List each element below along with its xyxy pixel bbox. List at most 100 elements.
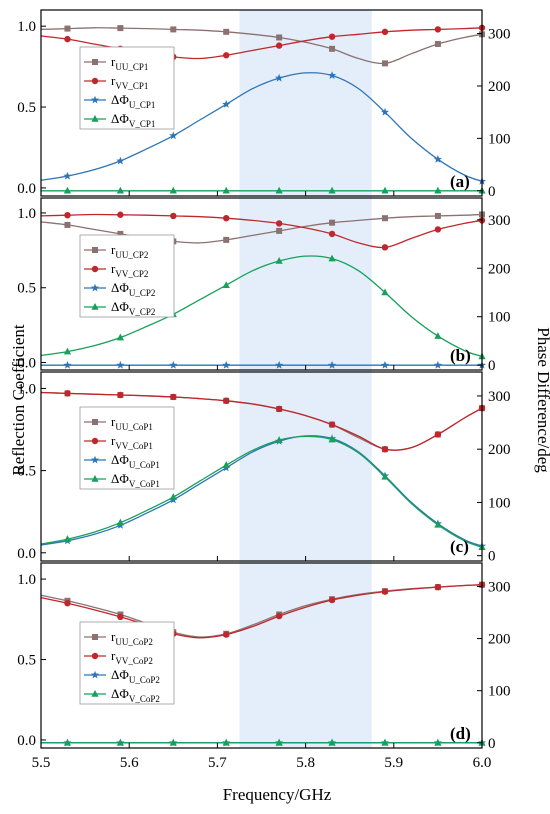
y-left-tick-label: 0.5	[17, 653, 36, 669]
y-right-tick-label: 200	[488, 79, 511, 95]
data-point	[222, 281, 230, 289]
series-line	[40, 72, 483, 182]
highlight-band	[239, 10, 372, 748]
data-point	[116, 156, 125, 165]
panel-frame	[40, 562, 483, 749]
y-right-tick-label: 300	[488, 389, 511, 405]
legend-label: ΔΦU_CoP2	[111, 667, 160, 685]
y-right-tick-label: 100	[488, 131, 511, 147]
y-axis-left-title: Reflection Coefficient	[9, 324, 28, 475]
y-left-tick-label: 1.0	[17, 206, 36, 222]
data-point	[170, 26, 177, 33]
x-tick-label: 5.5	[32, 755, 51, 771]
data-point	[64, 212, 71, 219]
legend-item: rVV_CoP2	[84, 648, 153, 666]
legend-label: ΔΦU_CP1	[111, 92, 155, 110]
data-point	[381, 60, 388, 67]
legend-item: ΔΦU_CP1	[84, 92, 155, 110]
legend-label: rVV_CP1	[111, 73, 148, 91]
data-point	[381, 472, 389, 480]
legend-label: ΔΦV_CoP2	[111, 686, 160, 704]
data-point	[63, 186, 72, 194]
data-point	[64, 390, 71, 397]
data-point	[328, 596, 336, 604]
legend-item: rVV_CP1	[84, 73, 148, 91]
y-right-tick-label: 300	[488, 27, 511, 43]
panel-4: 0.00.51.00100200300rUU_CoP2rVV_CoP2ΔΦU_C…	[17, 562, 511, 752]
y-left-tick-label: 0.5	[17, 100, 36, 116]
data-point	[434, 40, 441, 47]
data-point	[380, 107, 390, 116]
legend-item: rVV_CoP1	[84, 433, 153, 451]
data-point	[64, 25, 71, 32]
legend-label-base: r	[111, 54, 116, 69]
data-point	[63, 171, 72, 180]
data-point	[381, 28, 389, 36]
legend-label: rVV_CP2	[111, 261, 148, 279]
x-tick-label: 5.7	[208, 755, 227, 771]
data-point	[116, 186, 124, 194]
legend-swatch-marker	[91, 652, 99, 660]
data-point	[275, 42, 283, 49]
legend-item: ΔΦU_CP2	[84, 280, 155, 298]
legend-label: ΔΦU_CP2	[111, 280, 155, 298]
series-phiV	[41, 186, 486, 194]
legend-label-base: ΔΦ	[111, 280, 129, 295]
legend-label-sub: U_CoP1	[129, 460, 160, 470]
data-point	[380, 360, 390, 369]
series-rUU	[40, 25, 485, 67]
y-right-tick-label: 300	[488, 579, 511, 595]
data-point	[170, 212, 177, 220]
y-right-tick-label: 100	[488, 495, 511, 511]
legend-label-sub: VV_CoP2	[115, 656, 153, 666]
y-axis-right-title: Phase Difference/deg	[534, 327, 550, 473]
panel-label: (a)	[450, 172, 470, 191]
legend-label-sub: VV_CoP1	[115, 441, 153, 451]
legend-label-base: r	[111, 242, 116, 257]
data-point	[64, 35, 71, 43]
legend-label: rVV_CoP2	[111, 648, 153, 666]
data-point	[381, 738, 389, 746]
panel-3: 0.00.51.00100200300rUU_CoP1rVV_CoP1ΔΦU_C…	[17, 371, 511, 565]
data-point	[64, 221, 71, 228]
legend-label-base: r	[111, 414, 116, 429]
legend-label-base: ΔΦ	[111, 471, 129, 486]
legend-swatch-marker	[90, 283, 100, 292]
legend-swatch-marker	[92, 419, 98, 425]
data-point	[222, 738, 230, 746]
data-point	[169, 360, 178, 369]
legend-label-base: r	[111, 433, 116, 448]
data-point	[434, 583, 442, 591]
legend-label: ΔΦV_CoP1	[111, 471, 160, 489]
legend-label-base: ΔΦ	[111, 686, 129, 701]
highlight-band-layer	[239, 10, 372, 748]
data-point	[329, 45, 336, 52]
x-tick-label: 6.0	[473, 755, 492, 771]
x-axis: 5.5 5.6 5.7 5.8 5.9 6.0	[32, 755, 492, 771]
data-point	[327, 71, 337, 79]
legend-item: rUU_CoP1	[84, 414, 153, 432]
y-right-tick-label: 0	[488, 358, 496, 374]
legend-label: rUU_CoP2	[111, 629, 153, 647]
data-point	[116, 333, 124, 341]
legend-box	[79, 406, 175, 490]
legend-label-base: ΔΦ	[111, 111, 129, 126]
data-point	[328, 738, 336, 746]
data-point	[434, 431, 442, 438]
x-tick-label: 5.9	[384, 755, 403, 771]
data-point	[275, 436, 283, 443]
series-rVV	[40, 390, 486, 453]
legend-label-sub: U_CP1	[129, 100, 156, 110]
legend-swatch-marker	[90, 455, 100, 464]
data-point	[381, 288, 389, 296]
panel-frame	[40, 9, 483, 197]
legend-label-sub: UU_CP2	[115, 250, 148, 260]
y-right-tick-label: 0	[488, 549, 496, 565]
data-point	[170, 393, 177, 401]
legend-item: rVV_CP2	[84, 261, 148, 279]
panels-layer: 0.00.51.00100200300rUU_CP1rVV_CP1ΔΦU_CP1…	[17, 9, 511, 752]
y-left-tick-label: 1.0	[17, 19, 36, 35]
